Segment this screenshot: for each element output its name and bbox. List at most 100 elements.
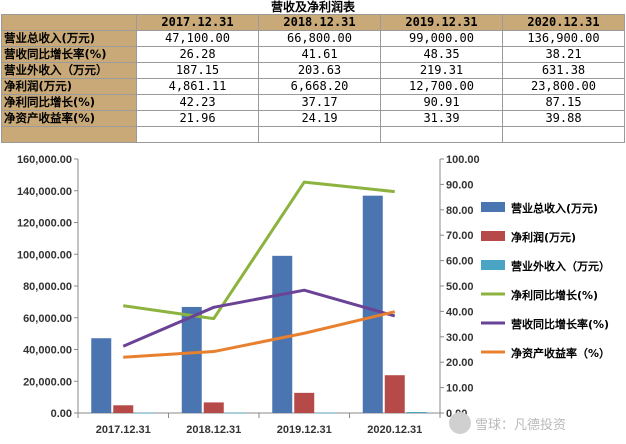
- table-cell: 21.96: [136, 110, 259, 127]
- bar: [316, 412, 337, 414]
- y-right-tick-label: 100.00: [446, 154, 480, 166]
- legend-label: 营业总收入(万元): [511, 201, 598, 215]
- legend-label: 营业外收入（万元）: [511, 259, 610, 273]
- column-header: 2020.12.31: [502, 14, 625, 31]
- x-tick-label: 2020.12.31: [367, 424, 422, 436]
- row-label: 净利润(万元): [1, 78, 137, 95]
- table-cell: 87.15: [502, 94, 625, 111]
- y-left-tick-label: 120,000.00: [17, 218, 72, 230]
- table-cell: 31.39: [380, 110, 503, 127]
- table-row: 净利润(万元) 4,861.11 6,668.20 12,700.00 23,8…: [1, 78, 625, 95]
- table-cell: 66,800.00: [258, 30, 381, 47]
- table-row: 营收同比增长率(%) 26.28 41.61 48.35 38.21: [1, 46, 625, 63]
- row-label: 净资产收益率(%): [1, 110, 137, 127]
- table-header-row: 2017.12.31 2018.12.31 2019.12.31 2020.12…: [1, 14, 625, 31]
- table-cell: 187.15: [136, 62, 259, 79]
- table-row: 净利同比增长(%) 42.23 37.17 90.91 87.15: [1, 94, 625, 111]
- bar: [225, 412, 246, 414]
- table-cell-empty: [136, 126, 259, 143]
- table-cell: 37.17: [258, 94, 381, 111]
- table-cell-empty: [258, 126, 381, 143]
- y-left-tick-label: 160,000.00: [17, 154, 72, 166]
- bar: [91, 338, 112, 413]
- x-tick-label: 2019.12.31: [277, 424, 332, 436]
- row-label: 净利同比增长(%): [1, 94, 137, 111]
- row-label: 营业总收入(万元): [1, 30, 137, 47]
- legend-swatch: [481, 202, 505, 212]
- table-cell: 39.88: [502, 110, 625, 127]
- series-line: [122, 288, 396, 348]
- table-cell: 99,000.00: [380, 30, 503, 47]
- table-corner: [1, 14, 137, 31]
- table-cell: 203.63: [258, 62, 381, 79]
- y-left-tick-label: 0.00: [51, 408, 72, 420]
- legend-swatch: [481, 231, 505, 241]
- financial-table: 2017.12.31 2018.12.31 2019.12.31 2020.12…: [1, 14, 625, 143]
- y-right-tick-label: 20.00: [446, 357, 474, 369]
- watermark-text: 雪球：凡德投资: [475, 417, 567, 433]
- bar: [406, 411, 427, 413]
- table-cell: 26.28: [136, 46, 259, 63]
- table-row: 营业总收入(万元) 47,100.00 66,800.00 99,000.00 …: [1, 30, 625, 47]
- y-left-tick-label: 100,000.00: [17, 249, 72, 261]
- table-cell: 38.21: [502, 46, 625, 63]
- table-cell: 136,900.00: [502, 30, 625, 47]
- table-cell: 4,861.11: [136, 78, 259, 95]
- table-cell: 23,800.00: [502, 78, 625, 95]
- row-label: 营收同比增长率(%): [1, 46, 137, 63]
- table-cell: 24.19: [258, 110, 381, 127]
- legend-label: 净资产收益率（%）: [511, 346, 610, 360]
- legend-label: 净利同比增长(%): [511, 288, 598, 302]
- y-right-tick-label: 60.00: [446, 256, 474, 268]
- legend-swatch: [481, 260, 505, 270]
- bar: [203, 402, 224, 413]
- bar: [384, 375, 405, 413]
- y-left-tick-label: 20,000.00: [23, 376, 72, 388]
- y-right-tick-label: 40.00: [446, 306, 474, 318]
- y-right-tick-label: 90.00: [446, 179, 474, 191]
- y-right-tick-label: 80.00: [446, 205, 474, 217]
- table-cell: 219.31: [380, 62, 503, 79]
- row-label: 营业外收入（万元）: [1, 62, 137, 79]
- y-left-tick-label: 140,000.00: [17, 186, 72, 198]
- table-row: 营业外收入（万元） 187.15 203.63 219.31 631.38: [1, 62, 625, 79]
- table-cell: 90.91: [380, 94, 503, 111]
- bar: [362, 195, 383, 413]
- y-right-tick-label: 30.00: [446, 332, 474, 344]
- table-cell-empty: [502, 126, 625, 143]
- x-tick-label: 2018.12.31: [186, 424, 241, 436]
- column-header: 2019.12.31: [380, 14, 503, 31]
- y-right-tick-label: 50.00: [446, 281, 474, 293]
- column-header: 2018.12.31: [258, 14, 381, 31]
- y-left-tick-label: 60,000.00: [23, 313, 72, 325]
- series-line: [123, 310, 396, 359]
- bar: [294, 392, 315, 413]
- table-cell-empty: [380, 126, 503, 143]
- bar: [181, 306, 202, 413]
- series-line: [123, 180, 395, 321]
- snowball-logo-icon: [449, 412, 471, 434]
- table-cell: 41.61: [258, 46, 381, 63]
- table-cell: 48.35: [380, 46, 503, 63]
- combo-chart: 0.00 20,000.00 40,000.00 60,000.00 80,000.00…: [17, 154, 610, 436]
- y-right-tick-label: 70.00: [446, 230, 474, 242]
- x-tick-label: 2017.12.31: [96, 424, 151, 436]
- table-cell: 12,700.00: [380, 78, 503, 95]
- y-right-tick-label: 10.00: [446, 383, 474, 395]
- legend-label: 净利润(万元): [511, 230, 576, 244]
- table-title: 营收及净利润表: [270, 0, 355, 14]
- row-label-empty: [1, 126, 137, 143]
- table-cell: 631.38: [502, 62, 625, 79]
- column-header: 2017.12.31: [136, 14, 259, 31]
- bar: [113, 405, 134, 413]
- y-left-tick-label: 80,000.00: [23, 281, 72, 293]
- legend-label: 营收同比增长率(%): [511, 317, 609, 331]
- watermark: 雪球：凡德投资: [449, 412, 566, 434]
- table-row-empty: [1, 126, 625, 143]
- bar: [135, 412, 156, 414]
- bar: [272, 255, 293, 413]
- table-cell: 47,100.00: [136, 30, 259, 47]
- table-cell: 6,668.20: [258, 78, 381, 95]
- table-row: 净资产收益率(%) 21.96 24.19 31.39 39.88: [1, 110, 625, 127]
- table-cell: 42.23: [136, 94, 259, 111]
